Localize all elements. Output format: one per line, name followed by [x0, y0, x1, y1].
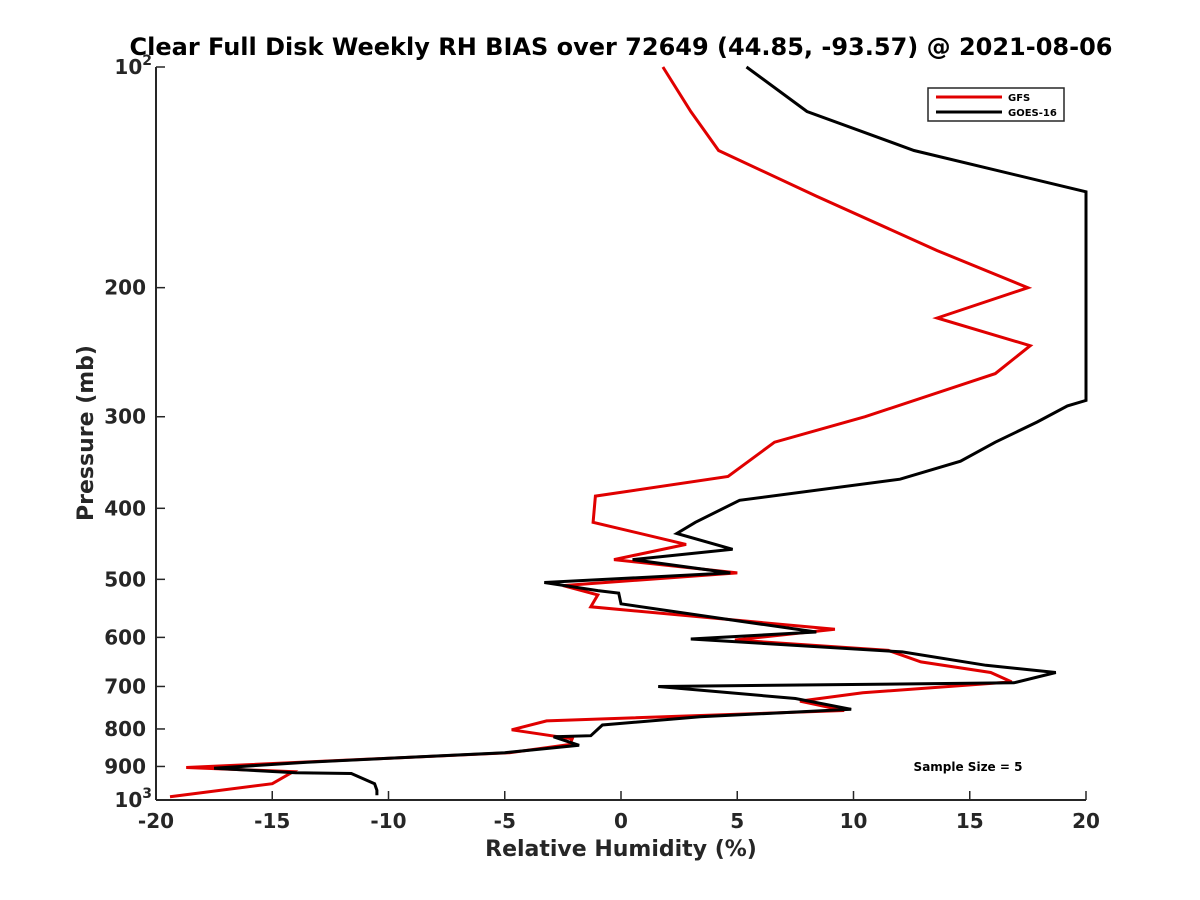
legend: GFS GOES-16: [927, 87, 1065, 122]
x-tick-label: 5: [730, 809, 744, 833]
series-line-gfs: [169, 66, 1034, 799]
axis-ticks: -20 -15 -10 -5 0 5 10 15 20 102 200 300 400 500 600 700…: [104, 53, 1100, 833]
y-tick-label: 103: [114, 786, 152, 812]
x-tick-label: 20: [1072, 809, 1100, 833]
x-tick-label: 15: [956, 809, 984, 833]
y-tick-label: 400: [104, 496, 146, 520]
plot-area: -20 -15 -10 -5 0 5 10 15 20 102 200 300 400 500 600 700…: [104, 53, 1100, 833]
y-tick-label: 102: [114, 53, 152, 79]
y-tick-label: 700: [104, 674, 146, 698]
x-tick-label: -15: [254, 809, 290, 833]
y-tick-label: 200: [104, 276, 146, 300]
y-tick-label: 900: [104, 754, 146, 778]
x-tick-label: 0: [614, 809, 628, 833]
series-line-goes16: [214, 65, 1088, 796]
legend-label-goes16: GOES-16: [1008, 108, 1057, 119]
legend-label-gfs: GFS: [1008, 93, 1030, 104]
y-axis-label: Pressure (mb): [74, 345, 99, 521]
x-tick-label: -10: [370, 809, 406, 833]
y-tick-label: 500: [104, 567, 146, 591]
sample-size-annotation: Sample Size = 5: [914, 760, 1023, 774]
legend-box: [927, 87, 1065, 122]
x-tick-label: -5: [494, 809, 516, 833]
y-tick-label: 800: [104, 717, 146, 741]
x-tick-label: 10: [840, 809, 868, 833]
chart-title: Clear Full Disk Weekly RH BIAS over 7264…: [130, 33, 1113, 61]
y-tick-label: 600: [104, 625, 146, 649]
series-layer: [169, 65, 1088, 799]
y-tick-label: 300: [104, 405, 146, 429]
x-axis-label: Relative Humidity (%): [485, 837, 757, 862]
x-tick-label: -20: [138, 809, 174, 833]
